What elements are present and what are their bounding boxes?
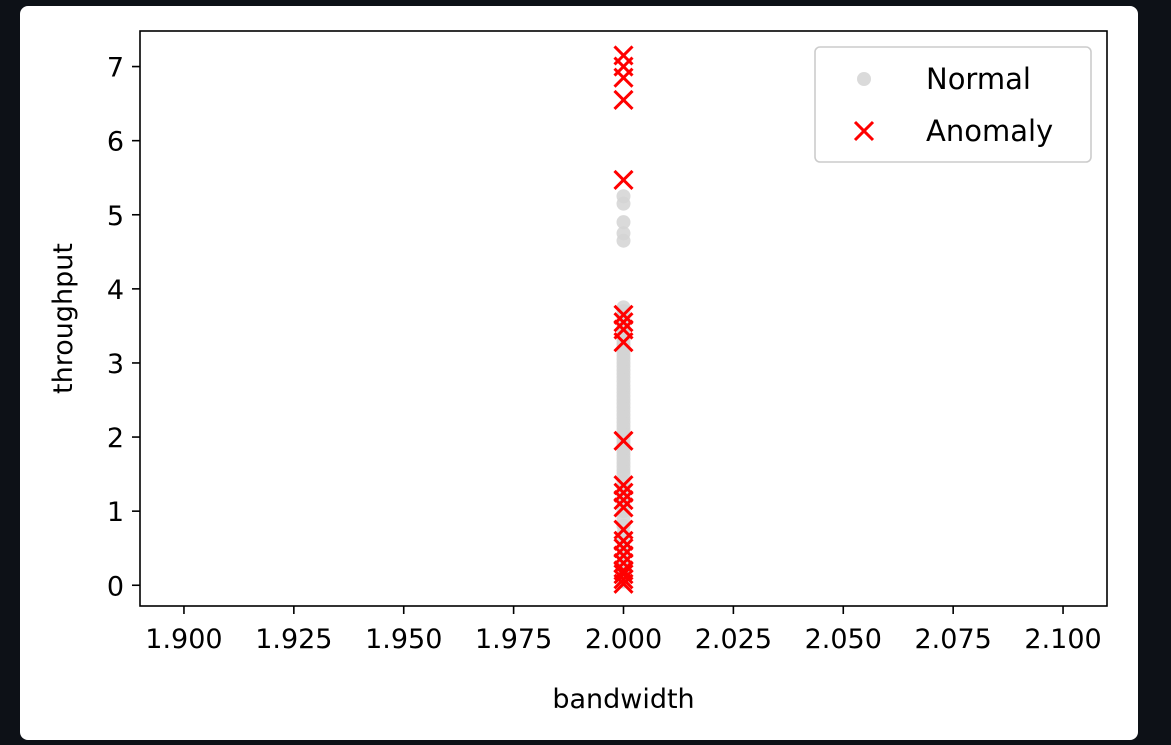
anomaly-point: [613, 497, 634, 518]
legend-anomaly-label: Anomaly: [926, 114, 1053, 148]
chart-card: 1.900 1.925 1.950 1.975 2.000 2.025 2.050 2.075…: [20, 6, 1138, 740]
anomaly-point: [613, 573, 634, 594]
y-tick-label: 3: [107, 349, 124, 380]
legend-normal-label: Normal: [926, 62, 1031, 96]
legend-anomaly-marker: [853, 120, 875, 142]
x-tick-label: 2.075: [915, 624, 992, 655]
anomaly-point: [613, 304, 634, 325]
normal-point: [616, 189, 631, 204]
x-tick-label: 1.950: [365, 624, 442, 655]
x-tick-label: 2.050: [805, 624, 882, 655]
anomaly-point: [613, 169, 634, 190]
anomaly-point: [613, 67, 634, 88]
anomaly-point: [613, 312, 634, 333]
anomaly-point: [613, 89, 634, 110]
x-tick-label: 1.975: [475, 624, 552, 655]
anomaly-point: [613, 569, 634, 590]
legend: Normal Anomaly: [814, 46, 1092, 163]
y-tick-label: 0: [107, 571, 124, 602]
legend-normal-marker: [857, 72, 871, 86]
y-tick-label: 6: [107, 127, 124, 158]
y-tick-label: 2: [107, 423, 124, 454]
x-axis-label: bandwidth: [552, 684, 694, 715]
anomaly-point: [613, 430, 634, 451]
anomaly-point: [613, 332, 634, 353]
plot-area: [613, 45, 634, 594]
anomaly-point: [613, 489, 634, 511]
x-tick-label: 2.100: [1024, 624, 1101, 655]
y-tick-label: 7: [107, 53, 124, 84]
anomaly-point: [613, 475, 634, 496]
x-tick-label: 2.025: [695, 624, 772, 655]
anomaly-point: [613, 482, 634, 503]
normal-point: [616, 300, 631, 315]
anomaly-point: [613, 564, 634, 585]
x-tick-label: 1.925: [255, 624, 332, 655]
x-tick-label: 2.000: [585, 624, 662, 655]
x-tick-label: 1.900: [145, 624, 222, 655]
normal-point: [616, 215, 631, 230]
anomaly-point: [613, 538, 634, 559]
axes: 1.900 1.925 1.950 1.975 2.000 2.025 2.050 2.075…: [107, 30, 1108, 655]
y-tick-label: 1: [107, 497, 124, 528]
y-axis-label: throughput: [48, 243, 79, 394]
scatter-chart: 1.900 1.925 1.950 1.975 2.000 2.025 2.050 2.075…: [48, 30, 1108, 715]
anomaly-point: [613, 545, 634, 566]
y-tick-label: 5: [107, 201, 124, 232]
y-tick-label: 4: [107, 275, 124, 306]
anomaly-point: [613, 530, 634, 551]
normal-point: [616, 226, 631, 241]
legend-box: [814, 46, 1092, 163]
